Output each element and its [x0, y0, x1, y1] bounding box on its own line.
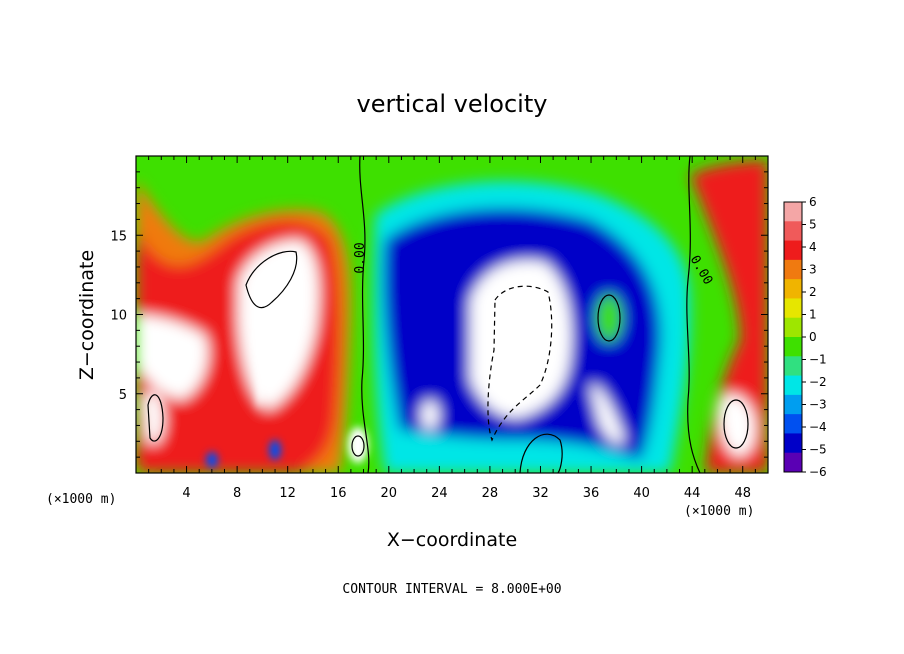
updraft-streak — [255, 275, 302, 410]
x-tick-label: 16 — [330, 486, 347, 501]
colorbar-swatch — [784, 433, 802, 454]
colorbar-swatch — [784, 221, 802, 242]
colorbar-swatch — [784, 356, 802, 377]
y-tick-label: 15 — [110, 229, 127, 244]
contour-lines — [147, 156, 749, 473]
chart-title: vertical velocity — [357, 90, 548, 118]
updraft-region-right — [690, 160, 768, 473]
updraft-peak-left-2 — [136, 315, 209, 400]
y-axis-label: Z−coordinate — [76, 250, 98, 380]
colorbar-tick-label: −6 — [809, 465, 827, 479]
colorbar-swatch — [784, 317, 802, 338]
colorbar-swatch — [784, 337, 802, 357]
contour-surface-cell — [519, 433, 563, 473]
contour-updraft-left — [245, 250, 298, 309]
contour-downdraft-peak — [487, 285, 553, 442]
colorbar-tick-label: 2 — [809, 285, 817, 299]
colorbar-tick-label: −2 — [809, 375, 827, 389]
colorbar-swatch — [784, 259, 802, 280]
colorbar-swatch — [784, 240, 802, 261]
x-tick-label: 40 — [633, 486, 650, 501]
x-scale-label-right: (×1000 m) — [684, 504, 754, 519]
x-scale-label-left: (×1000 m) — [46, 492, 116, 507]
downdraft-peak-3 — [421, 400, 439, 430]
small-updraft-cell — [348, 427, 368, 463]
contour-interval-footer: CONTOUR INTERVAL = 8.000E+00 — [342, 582, 561, 597]
x-tick-label: 44 — [684, 486, 701, 501]
colorbar-swatch — [784, 394, 802, 415]
x-tick-label: 12 — [279, 486, 296, 501]
x-axis-ticks: 4 8 12 16 20 24 28 32 36 40 44 48 — [148, 156, 756, 501]
colorbar-swatch — [784, 375, 802, 396]
contour-weak-cell — [597, 294, 621, 342]
colorbar-tick-label: −5 — [809, 443, 827, 457]
small-downdraft-cell — [269, 440, 281, 460]
zero-contour-left — [359, 156, 370, 473]
downdraft-peak — [470, 260, 572, 419]
colorbar-tick-label: 6 — [809, 195, 817, 209]
colorbar-swatch — [784, 452, 802, 473]
colorbar-tick-label: 5 — [809, 218, 817, 232]
x-tick-label: 28 — [482, 486, 499, 501]
colorbar-swatch — [784, 202, 802, 222]
colorbar-swatch — [784, 298, 802, 319]
zero-contour-right — [686, 156, 701, 473]
x-tick-label: 36 — [583, 486, 600, 501]
small-downdraft-cell-2 — [206, 452, 218, 468]
x-tick-label: 8 — [233, 486, 241, 501]
colorbar-tick-label: −3 — [809, 398, 827, 412]
plot-area — [136, 156, 768, 473]
weak-updraft-cell — [596, 294, 622, 342]
colorbar-tick-label: 4 — [809, 240, 817, 254]
contour-label-left: 0.00 — [353, 242, 368, 273]
colorbar: 6 5 4 3 2 1 0 −1 −2 −3 −4 −5 −6 — [783, 195, 827, 479]
contour-updraft-left-2 — [147, 394, 164, 442]
color-details — [206, 275, 368, 468]
y-tick-label: 5 — [119, 388, 127, 403]
contour-updraft-right — [723, 399, 749, 449]
x-tick-label: 4 — [182, 486, 190, 501]
colorbar-tick-label: 1 — [809, 308, 817, 322]
y-axis-ticks: 5 10 15 — [110, 171, 768, 458]
downdraft-peak-2 — [590, 384, 625, 444]
colorbar-tick-label: 3 — [809, 263, 817, 277]
x-axis-label: X−coordinate — [387, 529, 517, 551]
y-tick-label: 10 — [110, 309, 127, 324]
colorbar-tick-label: −1 — [809, 353, 827, 367]
x-tick-label: 24 — [431, 486, 448, 501]
colorbar-swatch — [784, 279, 802, 299]
x-tick-label: 48 — [734, 486, 751, 501]
contour-small-updraft — [351, 435, 365, 457]
colorbar-tick-label: −4 — [809, 420, 827, 434]
x-tick-label: 32 — [532, 486, 549, 501]
colorbar-swatch — [784, 414, 802, 434]
colorbar-tick-label: 0 — [809, 330, 817, 344]
x-tick-label: 20 — [381, 486, 398, 501]
